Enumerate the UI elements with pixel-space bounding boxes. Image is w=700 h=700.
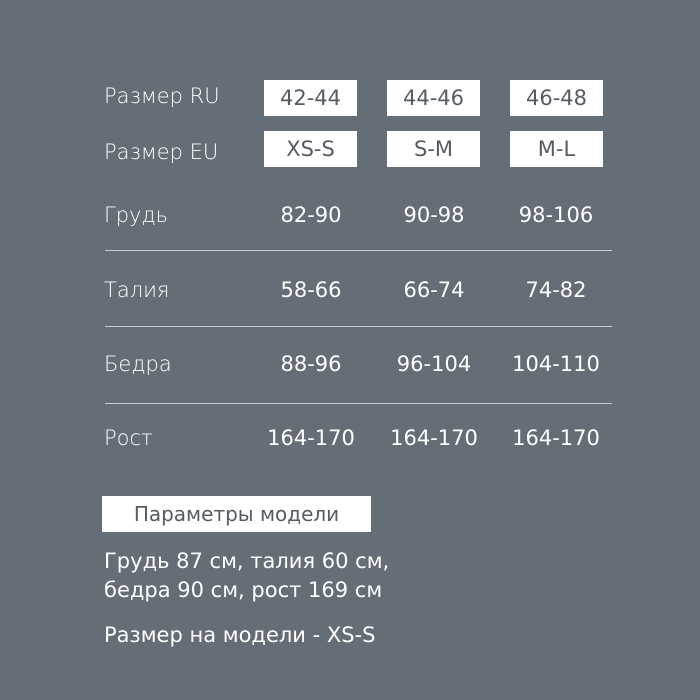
model-parameters-title: Параметры модели: [102, 496, 371, 532]
model-measurements-line2: бедра 90 см, рост 169 см: [104, 578, 383, 602]
row-label-height: Рост: [104, 426, 153, 450]
table-cell: 104-110: [512, 352, 600, 376]
size-eu-box: XS-S: [264, 131, 357, 167]
size-ru-label: Размер RU: [104, 84, 220, 108]
model-measurements-line1: Грудь 87 см, талия 60 см,: [104, 549, 390, 573]
table-cell: 164-170: [267, 426, 355, 450]
size-eu-box: M-L: [510, 131, 603, 167]
row-label-hips: Бедра: [104, 352, 172, 376]
table-cell: 96-104: [396, 352, 472, 376]
model-size: Размер на модели - XS-S: [104, 623, 376, 647]
table-cell: 98-106: [518, 203, 594, 227]
size-ru-box: 42-44: [264, 80, 357, 116]
row-divider: [105, 250, 612, 251]
size-ru-box: 44-46: [387, 80, 480, 116]
row-label-chest: Грудь: [104, 203, 169, 227]
table-cell: 66-74: [403, 278, 465, 302]
row-divider: [105, 403, 612, 404]
size-eu-label: Размер EU: [104, 140, 219, 164]
row-divider: [105, 326, 612, 327]
table-cell: 82-90: [280, 203, 342, 227]
table-cell: 74-82: [525, 278, 587, 302]
size-eu-box: S-M: [387, 131, 480, 167]
size-ru-box: 46-48: [510, 80, 603, 116]
table-cell: 90-98: [403, 203, 465, 227]
table-cell: 164-170: [512, 426, 600, 450]
table-cell: 88-96: [280, 352, 342, 376]
table-cell: 164-170: [390, 426, 478, 450]
table-cell: 58-66: [280, 278, 342, 302]
row-label-waist: Талия: [104, 278, 170, 302]
